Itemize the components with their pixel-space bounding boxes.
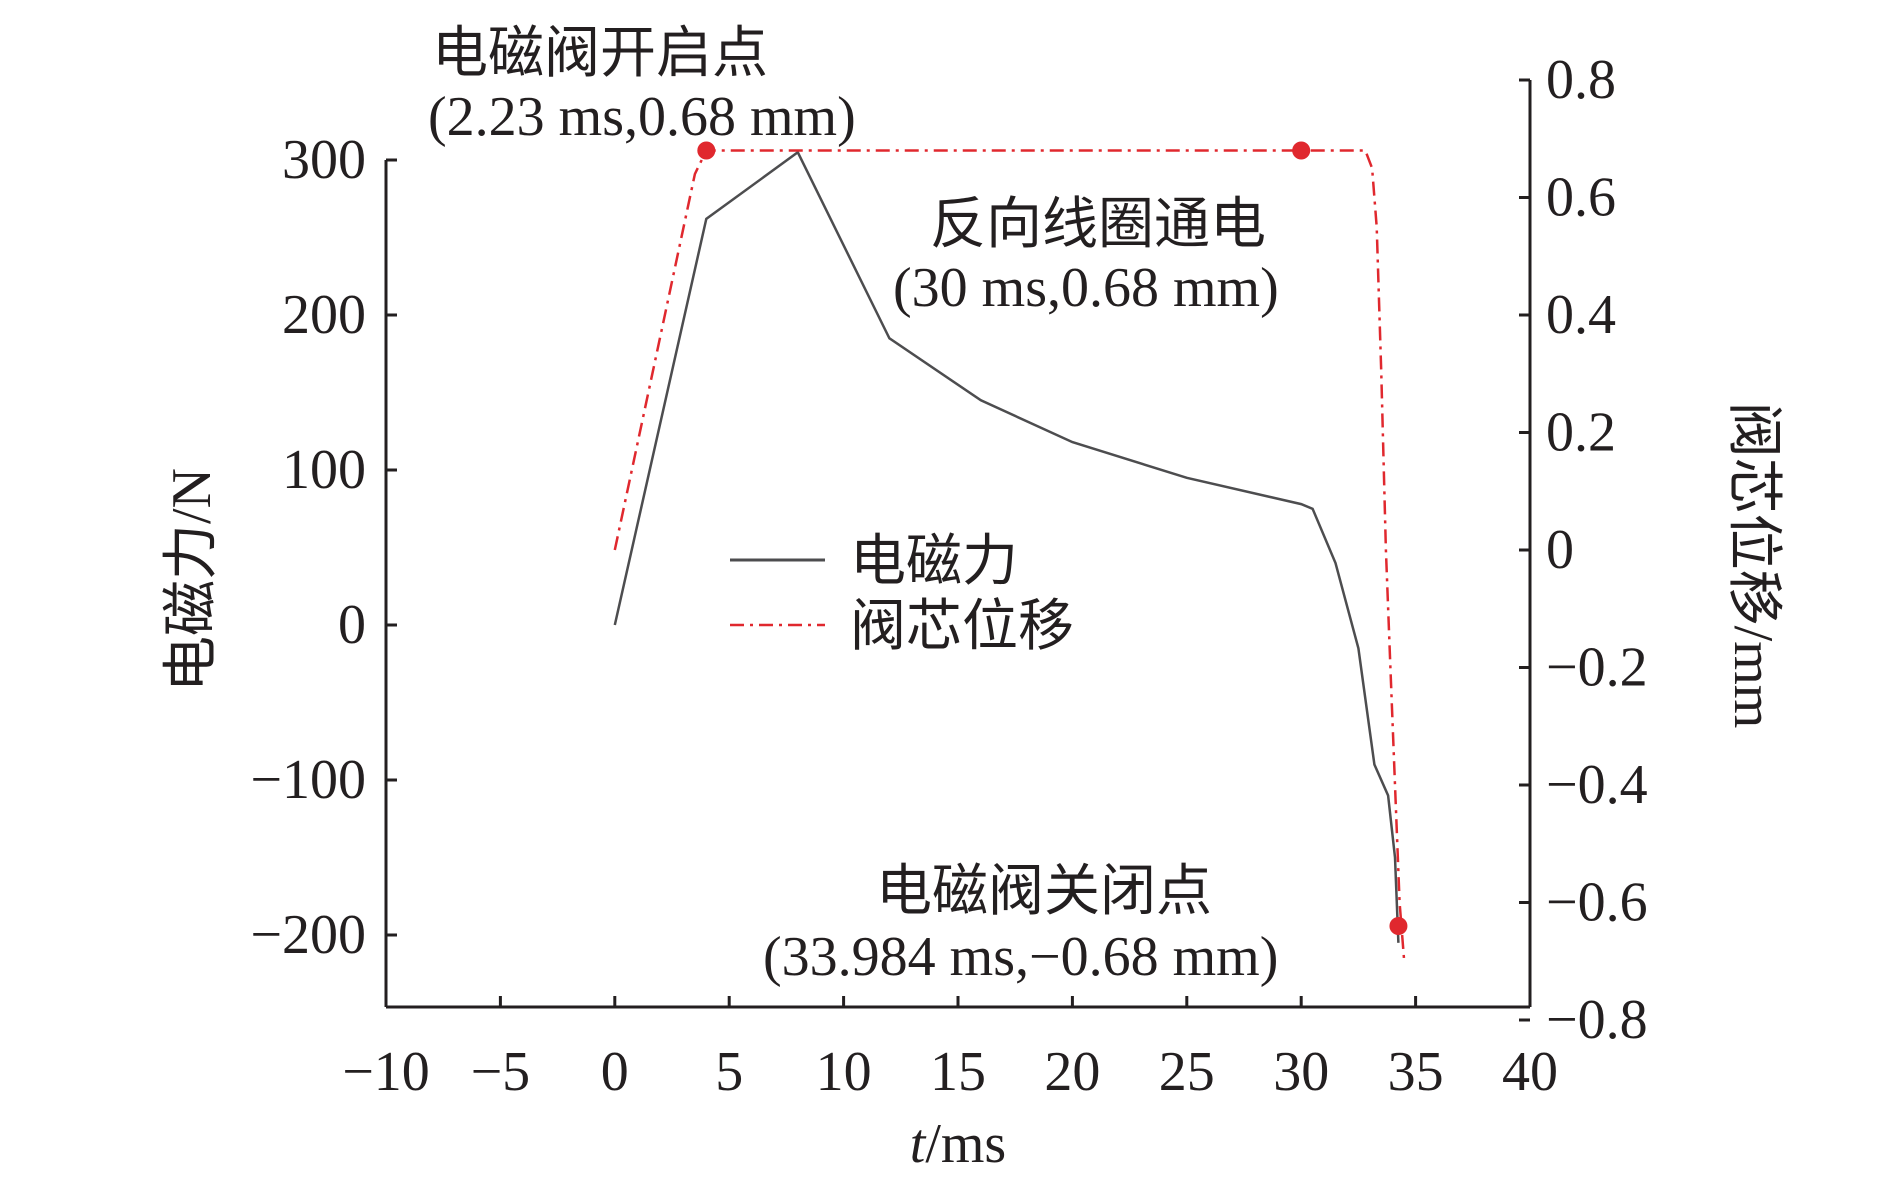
annotation-close-coords: (33.984 ms,−0.68 mm) (763, 926, 1278, 988)
x-tick-label: 0 (601, 1041, 629, 1103)
x-axis-title: t/ms (910, 1113, 1006, 1175)
annotation-open-coords: (2.23 ms,0.68 mm) (428, 86, 856, 148)
x-tick-label: 20 (1044, 1041, 1100, 1103)
annotation-open-title: 电磁阀开启点 (432, 23, 768, 85)
x-axis-title-italic: t (910, 1113, 927, 1175)
y-right-tick-label: 0.4 (1546, 284, 1616, 346)
y-right-tick-label: 0.8 (1546, 49, 1616, 111)
x-tick-label: 15 (930, 1041, 986, 1103)
y-right-tick-label: −0.2 (1546, 637, 1648, 699)
force-line (613, 150, 1400, 943)
annotation-close-title: 电磁阀关闭点 (876, 861, 1212, 923)
y-right-ticks: −0.8 −0.6 −0.4 −0.2 0 0.2 0.4 0.6 0.8 (1519, 49, 1648, 1051)
y-right-tick-label: 0 (1546, 519, 1574, 581)
y-left-tick-label: −200 (250, 904, 366, 966)
point-marker (1292, 141, 1311, 160)
y-left-tick-label: 100 (282, 439, 366, 501)
y-right-tick-label: 0.2 (1546, 402, 1616, 464)
point-marker (697, 141, 716, 160)
x-axis-title-unit: /ms (925, 1113, 1006, 1175)
x-tick-label: −10 (342, 1041, 430, 1103)
legend: 电磁力 阀芯位移 (730, 531, 1074, 658)
x-tick-label: 35 (1388, 1041, 1444, 1103)
y-left-tick-label: −100 (250, 749, 366, 811)
y-left-axis-title: 电磁力/N (161, 468, 223, 692)
marker-layer (697, 141, 1408, 935)
y-right-tick-label: −0.6 (1546, 872, 1648, 934)
x-tick-label: 40 (1502, 1041, 1558, 1103)
annotation-reverse-coords: (30 ms,0.68 mm) (893, 257, 1279, 319)
y-right-tick-label: 0.6 (1546, 167, 1616, 229)
x-tick-label: 25 (1159, 1041, 1215, 1103)
y-right-tick-label: −0.4 (1546, 754, 1648, 816)
y-left-ticks: −200 −100 0 100 200 300 (250, 129, 397, 966)
y-right-tick-label: −0.8 (1546, 989, 1648, 1051)
x-ticks: −10 −5 0 5 10 15 20 25 30 35 40 (342, 996, 1558, 1103)
x-tick-label: 30 (1273, 1041, 1329, 1103)
annotation-reverse-title: 反向线圈通电 (930, 194, 1266, 256)
x-tick-label: 5 (715, 1041, 743, 1103)
y-left-tick-label: 300 (282, 129, 366, 191)
x-tick-label: 10 (816, 1041, 872, 1103)
legend-label-displacement: 阀芯位移 (850, 596, 1074, 658)
y-left-tick-label: 0 (338, 594, 366, 656)
point-marker (1389, 917, 1408, 935)
legend-label-force: 电磁力 (850, 531, 1018, 593)
y-left-tick-label: 200 (282, 284, 366, 346)
x-tick-label: −5 (471, 1041, 531, 1103)
y-right-axis-title: 阀芯位移/mm (1722, 402, 1784, 729)
